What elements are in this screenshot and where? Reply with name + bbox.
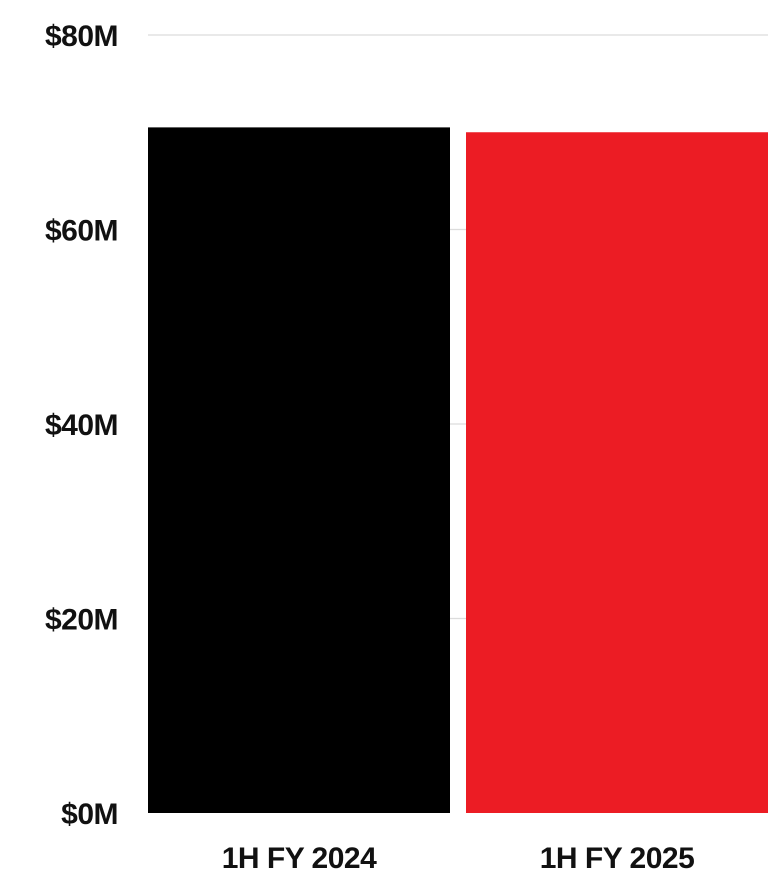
y-tick-label: $0M xyxy=(61,798,118,831)
y-tick-label: $60M xyxy=(45,215,118,248)
y-axis-ticks: $0M $20M $40M $60M $80M xyxy=(45,20,119,831)
bar-1 xyxy=(148,127,450,813)
x-tick-label: 1H FY 2024 xyxy=(222,842,377,873)
bar-2 xyxy=(466,132,768,813)
bars xyxy=(148,127,768,813)
x-tick-label: 1H FY 2025 xyxy=(540,842,695,873)
y-tick-label: $20M xyxy=(45,604,118,637)
y-tick-label: $40M xyxy=(45,409,118,442)
y-tick-label: $80M xyxy=(45,20,118,53)
x-axis-ticks: 1H FY 2024 1H FY 2025 xyxy=(222,842,695,873)
